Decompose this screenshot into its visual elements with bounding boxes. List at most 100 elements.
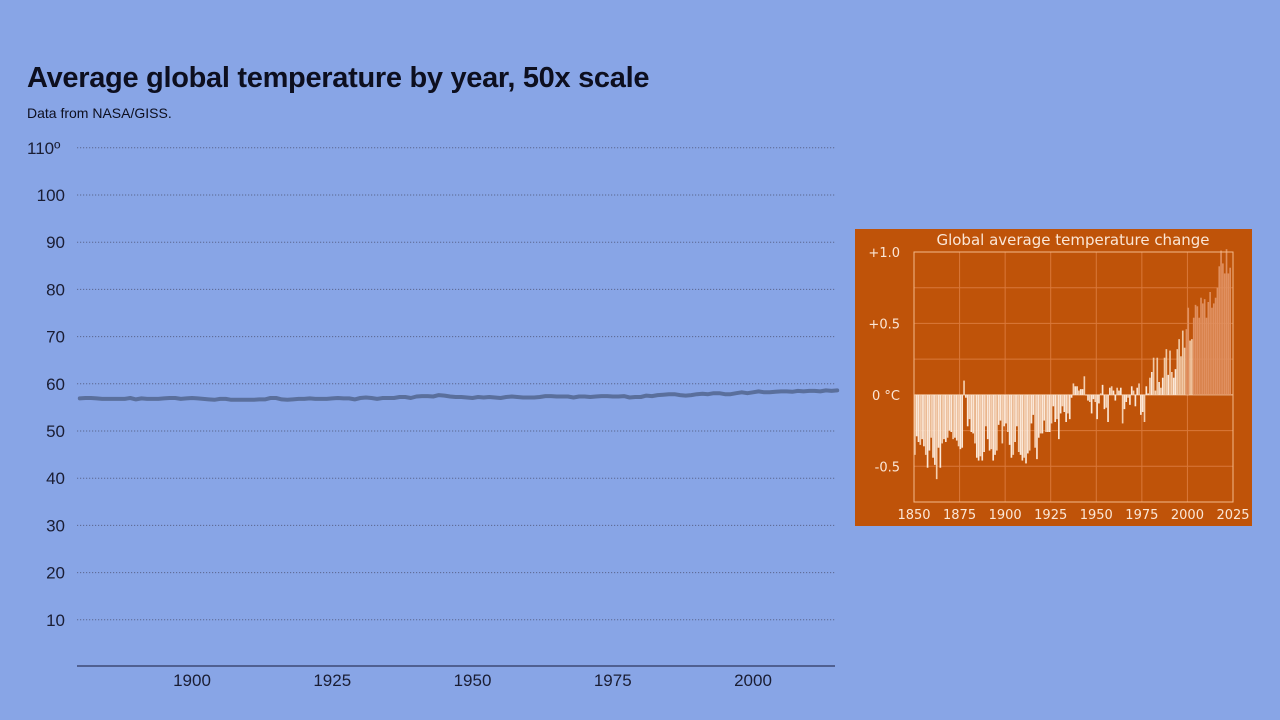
inset-bar [1119,387,1122,395]
inset-bar [977,394,980,461]
inset-bar [1152,357,1155,395]
inset-bar [1063,394,1066,412]
inset-bar [1154,390,1157,395]
main-y-tick-label: 10 [46,611,65,630]
inset-bar [955,394,958,441]
main-gridlines [77,147,835,621]
inset-bar [1028,394,1031,451]
inset-bar [1099,393,1102,395]
inset-bar [1085,394,1087,396]
inset-bar [1176,349,1179,395]
inset-bar [999,394,1002,421]
main-x-tick-label: 1900 [173,671,211,690]
inset-bar [1079,389,1082,395]
inset-bar [1141,394,1144,412]
inset-bar [1125,394,1128,402]
inset-bar [1114,394,1117,401]
inset-bar [1036,394,1038,460]
inset-bar [970,394,973,432]
inset-bar [1045,394,1047,432]
inset-bar [1178,339,1180,395]
inset-bar [1167,374,1170,395]
inset-x-tick-label: 1875 [943,508,976,523]
inset-bar [1220,250,1222,395]
inset-bar [1065,394,1067,422]
main-x-tick-label: 1925 [313,671,351,690]
inset-bar [1185,329,1188,395]
inset-bar [1187,307,1190,395]
main-x-tick-label: 1950 [454,671,492,690]
inset-bar [944,394,947,442]
inset-bar [928,394,931,451]
inset-bar [1191,339,1193,395]
main-x-tick-label: 2000 [734,671,772,690]
main-x-tick-labels: 1900 1925 1950 1975 2000 [173,671,772,690]
inset-bar [1008,394,1011,445]
inset-bar [1070,394,1073,398]
inset-bar [1056,394,1058,420]
inset-bar [957,394,960,447]
inset-bar [997,394,1000,425]
inset-bar [1005,394,1007,424]
main-y-tick-label: 100 [37,186,65,205]
inset-bar [1107,394,1109,422]
inset-bar [1158,382,1160,395]
inset-bar [1076,386,1078,395]
inset-plot-frame [913,251,1234,503]
inset-bar [965,394,967,398]
inset-bar [1003,394,1005,427]
inset-bar [1229,267,1231,395]
inset-bar [1088,394,1091,402]
inset-bar [986,394,989,440]
inset-bar [1032,394,1035,415]
inset-bar [923,394,925,447]
inset-bar [1039,394,1042,434]
inset-bar [1050,394,1053,424]
inset-bar [1205,317,1208,395]
inset-x-tick-label: 1900 [989,508,1022,523]
inset-bar [1172,377,1175,395]
inset-bar [979,394,982,457]
inset-bar [1074,386,1077,395]
inset-bar [1163,357,1166,395]
inset-bar [1192,317,1195,395]
inset-bar [1209,292,1211,395]
series-line-temperature [77,388,840,402]
inset-bar [1047,394,1049,432]
inset-bar [1037,394,1040,438]
inset-bar [1078,390,1080,395]
inset-bar [1156,357,1159,395]
inset-bar [1098,394,1100,404]
inset-bar [1214,297,1217,395]
inset-bar [1010,394,1013,458]
inset-bar [1030,394,1033,424]
chart-subtitle: Data from NASA/GISS. [27,105,172,121]
inset-bar [1101,384,1104,395]
inset-bar [914,394,916,455]
inset-x-tick-label: 1975 [1125,508,1158,523]
main-y-tick-label: 70 [46,328,65,347]
inset-y-tick-label: -0.5 [875,460,900,475]
inset-bar [1025,394,1027,464]
inset-bar [1194,304,1197,395]
inset-x-tick-label: 1925 [1034,508,1067,523]
inset-bar [1112,390,1115,395]
inset-bar [961,394,964,448]
inset-bar [1147,393,1149,395]
inset-bar [1143,394,1146,422]
inset-bar [1081,389,1084,395]
inset-bar [915,394,918,437]
chart-title: Average global temperature by year, 50x … [27,62,650,94]
inset-bar [1225,249,1228,395]
inset-bar [1116,387,1118,395]
inset-bar [937,394,940,448]
main-y-tick-labels: 10 20 30 40 50 60 70 80 90 100 110º [27,139,65,630]
inset-bar [1016,394,1018,427]
inset-bar [952,394,954,440]
main-y-tick-label: 30 [46,516,65,535]
inset-x-tick-label: 1950 [1080,508,1113,523]
inset-bar [1140,394,1142,415]
inset-bar [1109,387,1111,395]
inset-bar [996,394,998,451]
